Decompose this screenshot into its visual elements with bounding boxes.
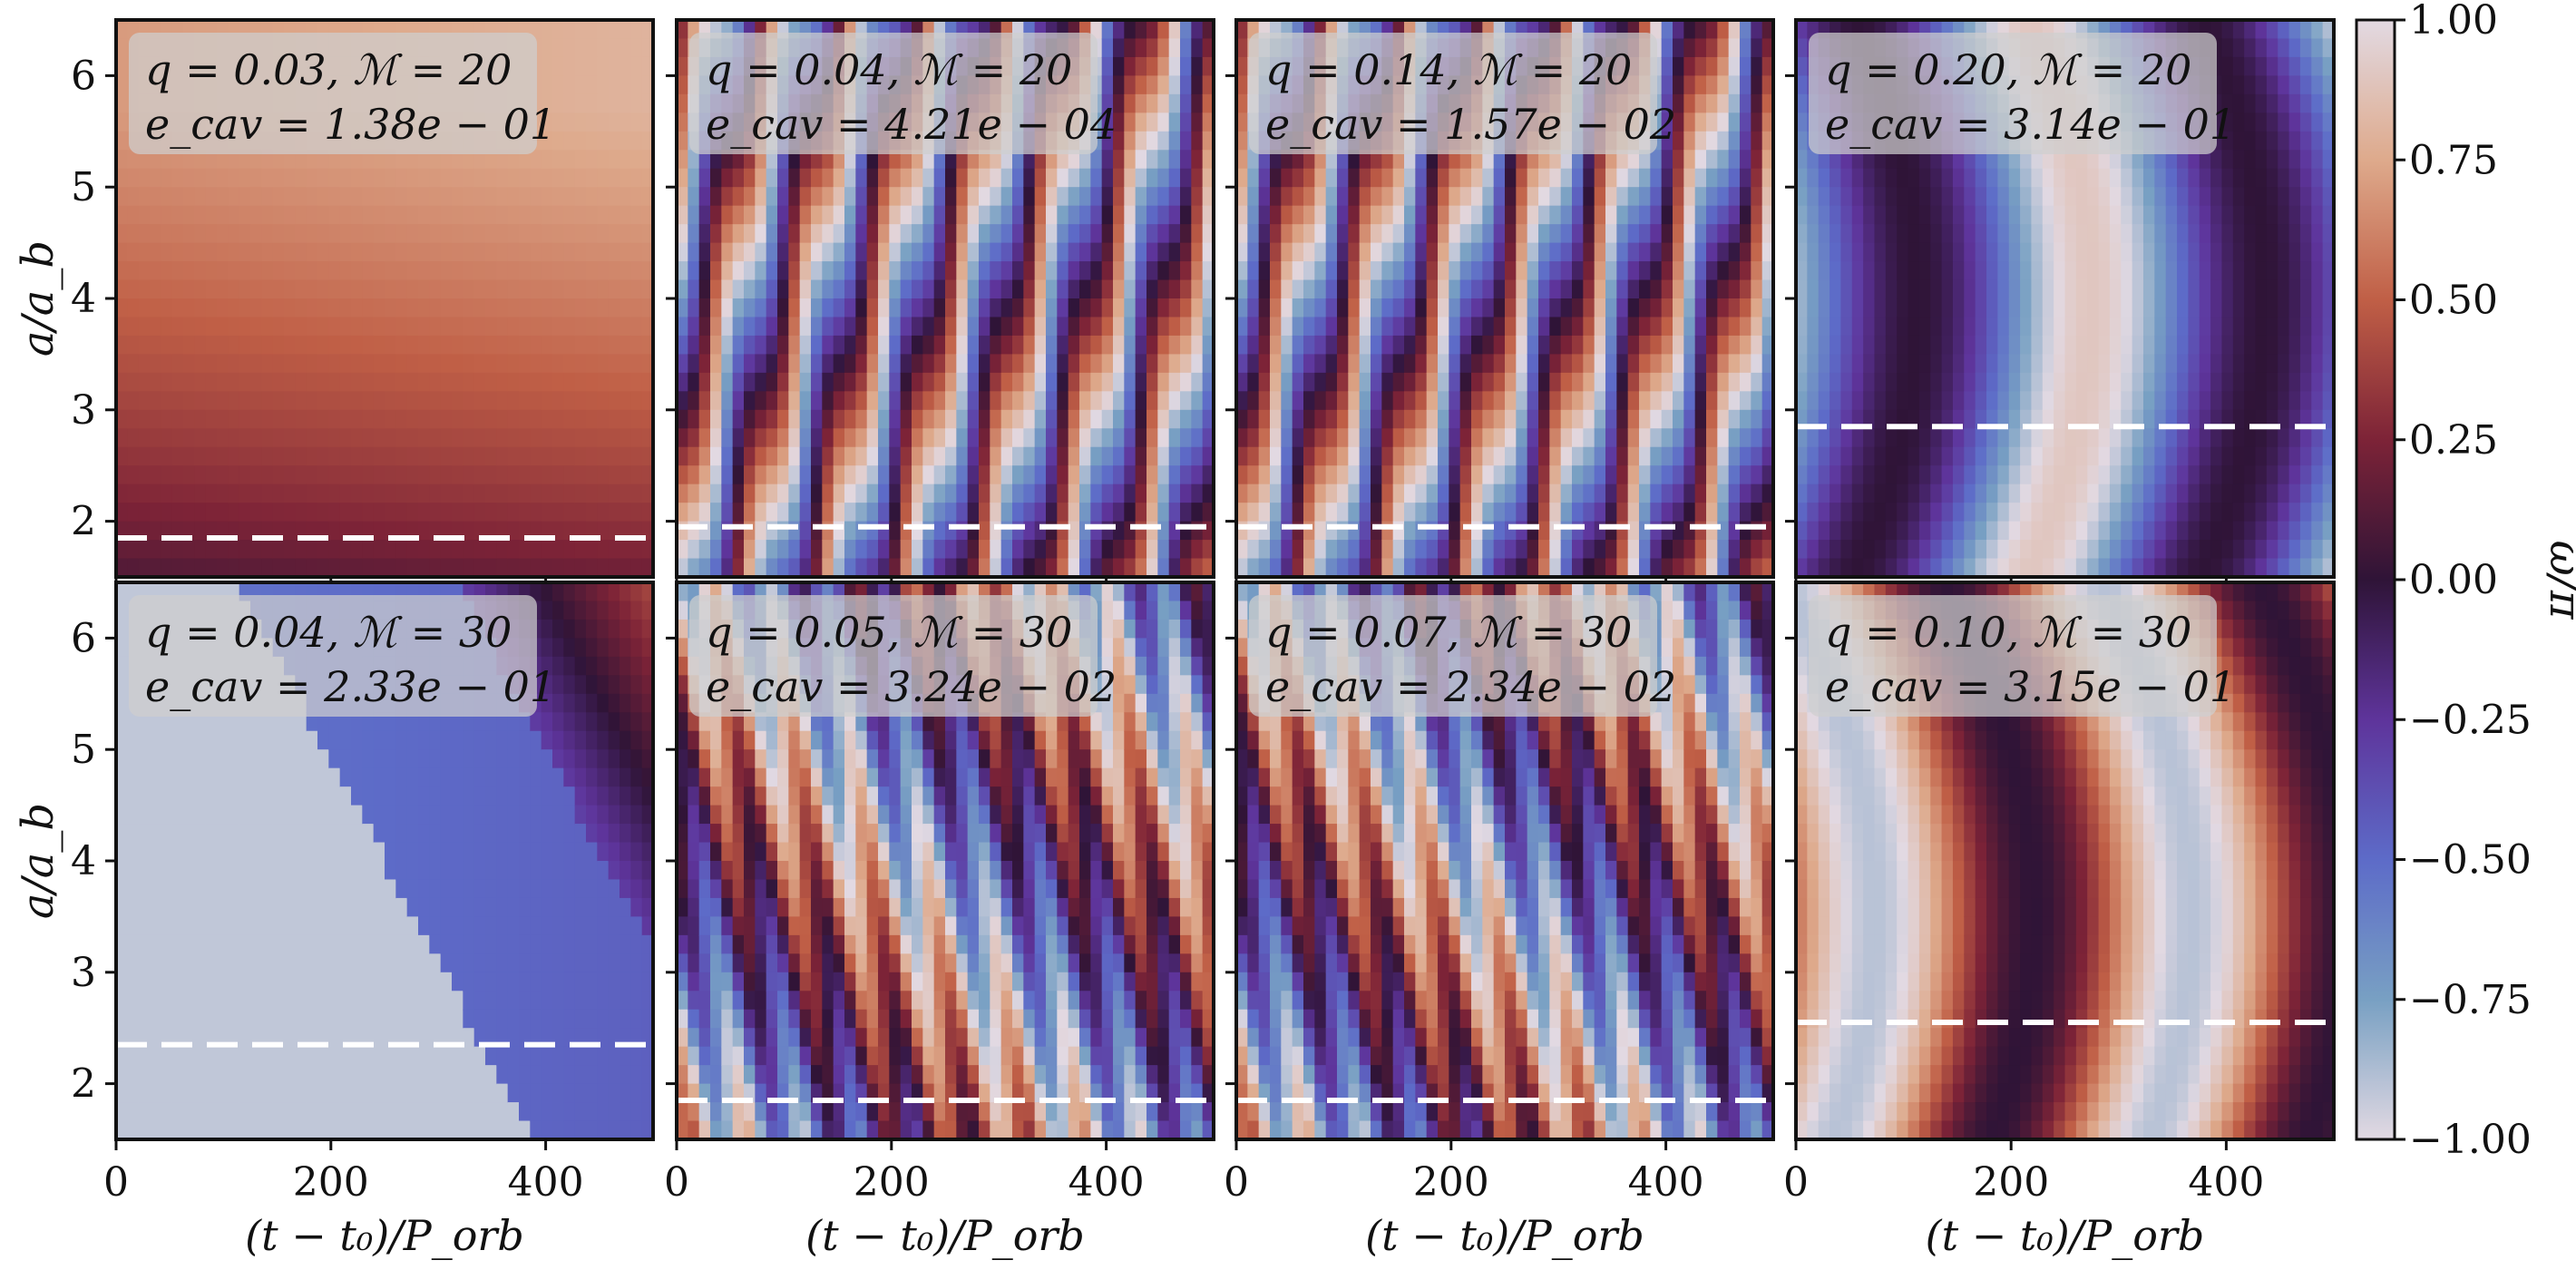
x-tick-label: 400 <box>508 1159 584 1206</box>
y-axis-label: a/a_b <box>13 240 63 357</box>
colorbar-tick-label: −0.25 <box>2409 697 2532 743</box>
x-tick-label: 200 <box>1973 1159 2049 1206</box>
colorbar-label: ω/π <box>2540 541 2576 620</box>
x-tick-label: 400 <box>1628 1159 1704 1206</box>
annotation-ecav: e_cav = 3.14e − 01 <box>1825 100 2236 149</box>
y-tick-label: 3 <box>71 950 96 996</box>
annotation-box <box>689 33 1098 154</box>
x-tick-label: 200 <box>854 1159 930 1206</box>
y-tick-label: 2 <box>71 1061 96 1108</box>
colorbar-tick-label: 1.00 <box>2409 0 2498 44</box>
annotation-box <box>129 595 537 717</box>
colorbar-gradient <box>2355 18 2396 1141</box>
x-tick-label: 0 <box>103 1159 129 1206</box>
panel-5: q = 0.04, ℳ = 30 e_cav = 2.33e − 01 2 3 4 5 6 0… <box>13 581 655 1260</box>
colorbar: 1.00 0.75 0.50 0.25 0.00 −0.25 −0.50 −0.75 −1.00… <box>2355 0 2576 1163</box>
panel-4: q = 0.20, ℳ = 20 e_cav = 3.14e − 01 <box>1785 18 2336 588</box>
x-tick-label: 400 <box>2188 1159 2264 1206</box>
panel-grid: q = 0.03, ℳ = 20 e_cav = 1.38e − 01 2 3 4 5 6 a… <box>13 18 2336 1260</box>
x-tick-label: 0 <box>1224 1159 1249 1206</box>
annotation-box <box>1249 595 1657 717</box>
y-tick-label: 3 <box>71 387 96 434</box>
colorbar-tick-label: 0.00 <box>2409 557 2498 603</box>
x-axis-label: (t − t₀)/P_orb <box>1926 1211 2205 1260</box>
colorbar-tick-label: −0.50 <box>2409 837 2532 884</box>
annotation-ecav: e_cav = 4.21e − 04 <box>706 100 1117 149</box>
panel-8: q = 0.10, ℳ = 30 e_cav = 3.15e − 01 0 200 40… <box>1783 581 2336 1260</box>
annotation-q: q = 0.14, ℳ = 20 <box>1265 45 1632 94</box>
colorbar-tick-label: −0.75 <box>2409 977 2532 1023</box>
annotation-q: q = 0.04, ℳ = 30 <box>145 608 512 657</box>
y-tick-label: 2 <box>71 499 96 545</box>
annotation-ecav: e_cav = 1.38e − 01 <box>145 100 556 149</box>
annotation-ecav: e_cav = 2.33e − 01 <box>145 662 556 711</box>
panel-7: q = 0.07, ℳ = 30 e_cav = 2.34e − 02 0 200 40… <box>1224 581 1775 1260</box>
annotation-q: q = 0.10, ℳ = 30 <box>1825 608 2191 657</box>
x-axis-label: (t − t₀)/P_orb <box>1365 1211 1644 1260</box>
x-tick-label: 200 <box>1413 1159 1489 1206</box>
annotation-box <box>689 595 1098 717</box>
y-axis-label: a/a_b <box>13 803 63 919</box>
colorbar-tick-label: −1.00 <box>2409 1117 2532 1163</box>
annotation-box <box>1249 33 1657 154</box>
annotation-q: q = 0.20, ℳ = 20 <box>1825 45 2191 94</box>
annotation-box <box>1809 595 2217 717</box>
panel-1: q = 0.03, ℳ = 20 e_cav = 1.38e − 01 2 3 4 5 6 a… <box>13 18 655 588</box>
panel-6: q = 0.05, ℳ = 30 e_cav = 3.24e − 02 0 200 40… <box>664 581 1215 1260</box>
y-tick-label: 4 <box>71 276 96 322</box>
colorbar-tick-label: 0.50 <box>2409 278 2498 324</box>
annotation-ecav: e_cav = 3.24e − 02 <box>706 662 1117 711</box>
annotation-q: q = 0.03, ℳ = 20 <box>145 45 512 94</box>
x-tick-label: 200 <box>293 1159 369 1206</box>
annotation-ecav: e_cav = 3.15e − 01 <box>1825 662 2236 711</box>
y-tick-label: 6 <box>71 53 96 99</box>
x-tick-label: 0 <box>664 1159 689 1206</box>
annotation-box <box>129 33 537 154</box>
annotation-box <box>1809 33 2217 154</box>
colorbar-tick-label: 0.75 <box>2409 137 2498 183</box>
x-tick-label: 0 <box>1783 1159 1809 1206</box>
annotation-ecav: e_cav = 1.57e − 02 <box>1265 100 1676 149</box>
annotation-ecav: e_cav = 2.34e − 02 <box>1265 662 1676 711</box>
panel-3: q = 0.14, ℳ = 20 e_cav = 1.57e − 02 <box>1225 18 1775 588</box>
x-tick-label: 400 <box>1068 1159 1145 1206</box>
x-axis-label: (t − t₀)/P_orb <box>245 1211 524 1260</box>
annotation-q: q = 0.05, ℳ = 30 <box>706 608 1072 657</box>
y-tick-label: 5 <box>71 164 96 210</box>
x-axis-label: (t − t₀)/P_orb <box>805 1211 1085 1260</box>
y-tick-label: 4 <box>71 838 96 884</box>
colorbar-tick-label: 0.25 <box>2409 417 2498 464</box>
panel-2: q = 0.04, ℳ = 20 e_cav = 4.21e − 04 <box>666 18 1215 588</box>
annotation-q: q = 0.07, ℳ = 30 <box>1265 608 1632 657</box>
y-tick-label: 6 <box>71 615 96 661</box>
annotation-q: q = 0.04, ℳ = 20 <box>706 45 1072 94</box>
y-tick-label: 5 <box>71 727 96 773</box>
